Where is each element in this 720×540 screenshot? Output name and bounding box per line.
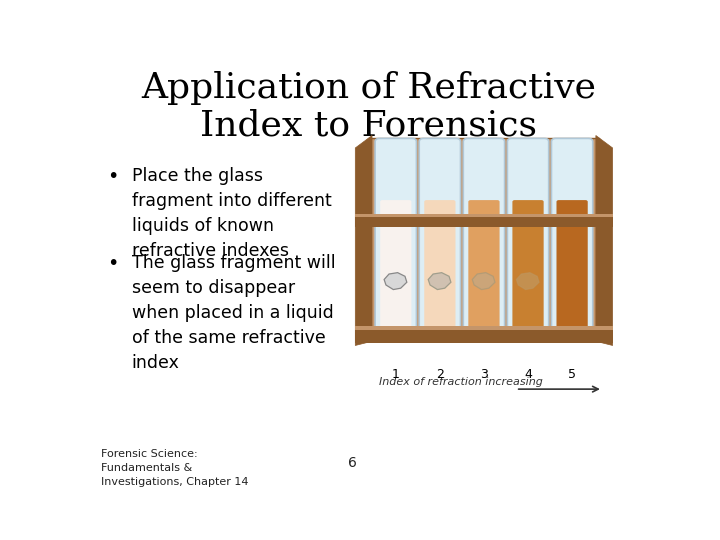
Polygon shape <box>428 273 451 289</box>
Polygon shape <box>472 273 495 289</box>
Bar <box>355 214 613 227</box>
Polygon shape <box>355 136 372 346</box>
Text: •: • <box>107 167 118 186</box>
FancyBboxPatch shape <box>375 138 416 341</box>
Bar <box>355 327 613 343</box>
FancyBboxPatch shape <box>557 200 588 336</box>
Text: 6: 6 <box>348 456 356 470</box>
Bar <box>369 138 598 341</box>
FancyBboxPatch shape <box>380 200 411 336</box>
Text: The glass fragment will
seem to disappear
when placed in a liquid
of the same re: The glass fragment will seem to disappea… <box>132 254 336 372</box>
Text: 3: 3 <box>480 368 488 381</box>
Text: 4: 4 <box>524 368 532 381</box>
Text: 1: 1 <box>392 368 400 381</box>
Text: Index of refraction increasing: Index of refraction increasing <box>379 377 543 388</box>
FancyBboxPatch shape <box>463 138 505 341</box>
Polygon shape <box>596 136 613 346</box>
Polygon shape <box>516 273 539 289</box>
Polygon shape <box>384 273 407 289</box>
Bar <box>355 214 613 218</box>
Text: Place the glass
fragment into different
liquids of known
refractive indexes: Place the glass fragment into different … <box>132 167 332 260</box>
FancyBboxPatch shape <box>419 138 461 341</box>
Text: 2: 2 <box>436 368 444 381</box>
Text: Index to Forensics: Index to Forensics <box>200 109 538 143</box>
Bar <box>355 326 613 330</box>
FancyBboxPatch shape <box>468 200 500 336</box>
FancyBboxPatch shape <box>552 138 593 341</box>
FancyBboxPatch shape <box>508 138 549 341</box>
Text: •: • <box>107 254 118 273</box>
Text: 5: 5 <box>568 368 576 381</box>
Text: Forensic Science:
Fundamentals &
Investigations, Chapter 14: Forensic Science: Fundamentals & Investi… <box>101 449 248 488</box>
FancyBboxPatch shape <box>424 200 456 336</box>
Text: Application of Refractive: Application of Refractive <box>142 71 596 105</box>
FancyBboxPatch shape <box>513 200 544 336</box>
